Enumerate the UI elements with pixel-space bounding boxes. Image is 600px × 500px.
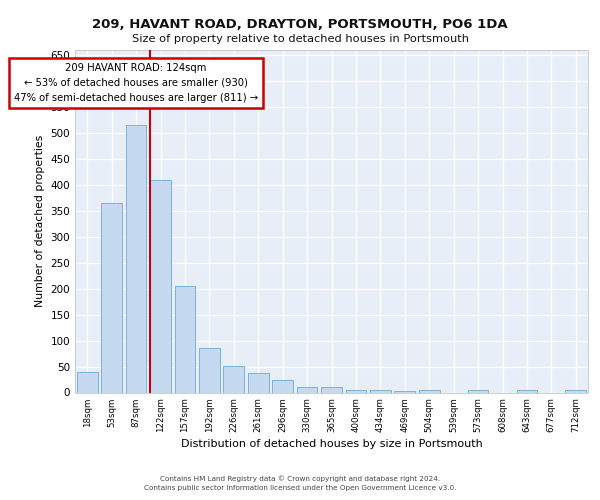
Y-axis label: Number of detached properties: Number of detached properties	[35, 135, 45, 308]
Bar	[248, 374, 269, 392]
Bar	[199, 348, 220, 393]
Bar	[77, 372, 98, 392]
Bar	[175, 286, 196, 393]
Bar	[296, 388, 317, 392]
Bar	[321, 388, 342, 392]
Bar	[565, 390, 586, 392]
Bar	[346, 390, 367, 392]
Bar	[150, 180, 171, 392]
Text: 209, HAVANT ROAD, DRAYTON, PORTSMOUTH, PO6 1DA: 209, HAVANT ROAD, DRAYTON, PORTSMOUTH, P…	[92, 18, 508, 30]
Bar	[223, 366, 244, 392]
Bar	[467, 390, 488, 392]
Bar	[272, 380, 293, 392]
X-axis label: Distribution of detached houses by size in Portsmouth: Distribution of detached houses by size …	[181, 439, 482, 449]
Bar	[101, 203, 122, 392]
Bar	[419, 390, 440, 392]
Bar	[125, 125, 146, 392]
Text: 209 HAVANT ROAD: 124sqm
← 53% of detached houses are smaller (930)
47% of semi-d: 209 HAVANT ROAD: 124sqm ← 53% of detache…	[14, 63, 258, 102]
Bar	[517, 390, 538, 392]
Text: Contains HM Land Registry data © Crown copyright and database right 2024.
Contai: Contains HM Land Registry data © Crown c…	[144, 476, 456, 491]
Bar	[370, 390, 391, 392]
Text: Size of property relative to detached houses in Portsmouth: Size of property relative to detached ho…	[131, 34, 469, 44]
